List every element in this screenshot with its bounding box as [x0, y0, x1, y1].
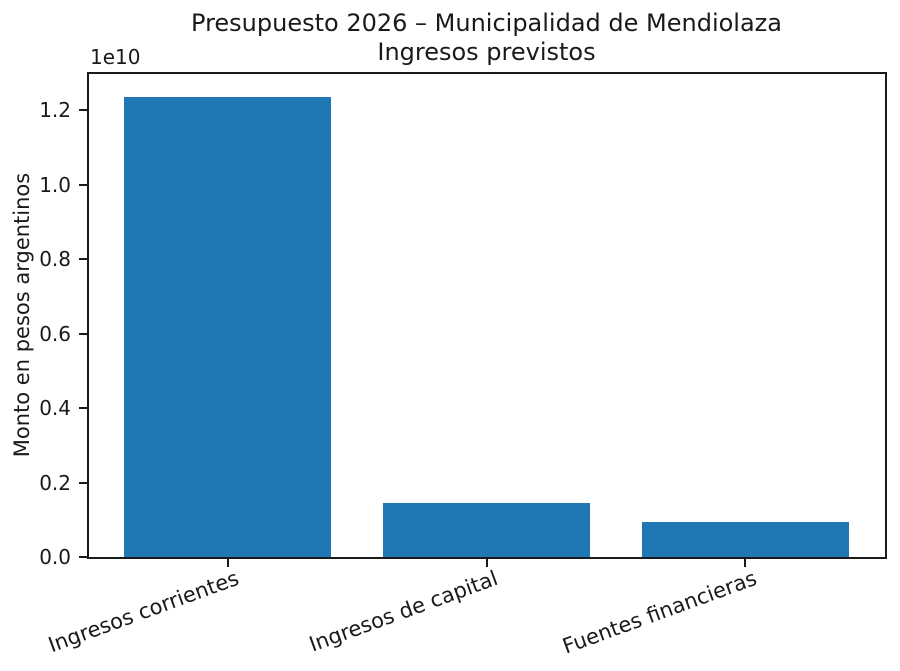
y-tick-label: 0.0	[39, 545, 71, 569]
x-tick	[744, 559, 747, 567]
y-tick	[79, 556, 87, 558]
x-tick-label: Ingresos de capital	[305, 566, 501, 657]
y-tick	[79, 332, 87, 335]
bar-1	[124, 97, 332, 557]
y-tick	[79, 258, 87, 261]
chart-subtitle: Ingresos previstos	[377, 38, 596, 66]
y-tick	[79, 109, 87, 112]
chart-title-line1: Presupuesto 2026 – Municipalidad de Mend…	[191, 9, 782, 37]
y-tick-label: 0.2	[39, 470, 71, 495]
chart-title: Presupuesto 2026 – Municipalidad de Mend…	[88, 9, 885, 67]
x-tick	[485, 559, 488, 567]
y-tick	[79, 481, 87, 484]
x-tick-label: Ingresos corrientes	[45, 566, 242, 658]
bar-3	[641, 521, 849, 557]
bar-2	[383, 503, 590, 557]
y-tick	[79, 407, 87, 410]
y-axis-offset-label: 1e10	[90, 45, 141, 69]
y-tick-label: 0.6	[39, 321, 71, 346]
y-tick-label: 1.0	[39, 172, 71, 197]
y-tick-label: 0.8	[39, 247, 71, 272]
y-tick-label: 0.4	[39, 396, 71, 421]
y-tick-label: 1.2	[39, 98, 71, 123]
y-tick	[79, 183, 87, 186]
x-tick	[226, 559, 229, 567]
x-tick-label: Fuentes financieras	[558, 566, 760, 659]
